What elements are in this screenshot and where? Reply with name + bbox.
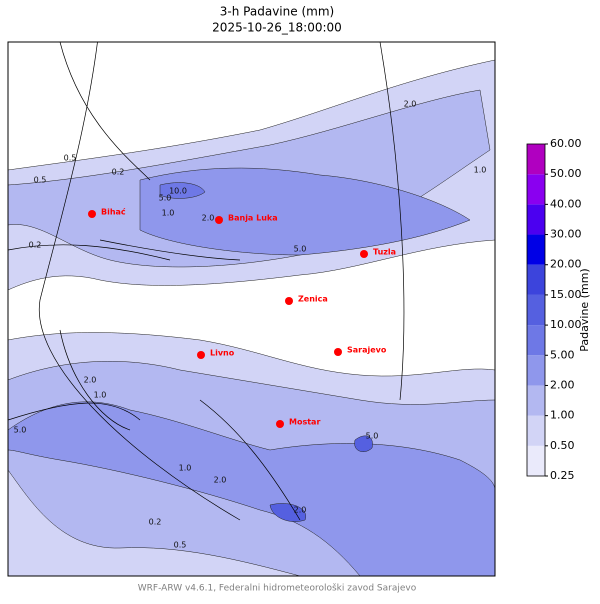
city-marker [88,210,96,218]
city-label: Zenica [298,295,328,304]
city-marker [197,351,205,359]
colorbar-segment [527,234,545,265]
colorbar-segment [527,204,545,235]
title: 3-h Padavine (mm) [220,5,334,19]
colorbar-segment [527,325,545,356]
contour-label: 0.2 [112,168,125,177]
colorbar-segment [527,174,545,205]
contour-label: 2.0 [294,506,307,515]
contour-label: 10.0 [169,187,187,196]
colorbar-segment [527,415,545,446]
colorbar-tick-label: 20.00 [550,258,582,271]
city-label: Bihać [101,207,126,217]
city-label: Livno [210,349,235,358]
city-label: Tuzla [373,248,396,257]
contour-label: 0.5 [64,154,77,163]
contour-label: 5.0 [14,426,27,435]
contour-label: 1.0 [162,209,175,218]
colorbar-segment [527,294,545,326]
contour-label: 1.0 [474,166,487,175]
colorbar-tick-label: 1.00 [550,409,575,422]
colorbar-tick-label: 2.00 [550,378,575,391]
colorbar-tick-label: 60.00 [550,137,582,150]
city-label: Mostar [289,418,320,427]
colorbar-segment [527,445,545,476]
colorbar-frame [526,143,546,477]
colorbar-segment [527,385,545,416]
area [139,167,471,256]
contour-label: 2.0 [404,100,417,109]
map-frame [7,41,496,577]
contour-label: 0.5 [174,541,187,550]
colorbar-tick-label: 15.00 [550,288,582,301]
city-marker [215,216,223,224]
precip [8,42,495,576]
city-marker [360,250,368,258]
colorbar-segment [527,144,545,175]
city-marker [276,420,284,428]
city-marker [334,348,342,356]
map: Bihać Banja Luka Tuzla Zenica Livno Sarajevo M… [7,41,496,577]
colorbar-segment [527,264,545,295]
contour-label: 5.0 [294,245,307,254]
contour-label: 0.5 [34,176,47,185]
footer: WRF-ARW v4.6.1, Federalni hidrometeorolo… [138,583,417,594]
contour-label: 2.0 [84,376,97,385]
border [8,42,405,521]
contour-label: 5.0 [159,194,172,203]
colorbar-tick-label: 30.00 [550,228,582,241]
colorbar-tick-label: 40.00 [550,197,582,210]
colorbar-segment [527,355,545,386]
city-marker [285,297,293,305]
city-label: Banja Luka [228,214,278,223]
area [269,503,306,522]
colorbar-tick-label: 5.00 [550,348,575,361]
contour-label: 1.0 [179,464,192,473]
contour-label: 5.0 [366,432,379,441]
colorbar-tick-label: 0.50 [550,439,575,452]
subtitle: 2025-10-26_18:00:00 [212,21,342,35]
colorbar-tick-label: 10.00 [550,318,582,331]
contour-label: 1.0 [94,391,107,400]
contour-label: 0.2 [149,518,162,527]
city-label: Sarajevo [347,346,387,355]
contour-label: 2.0 [214,476,227,485]
colorbar-label: Padavine (mm) [578,268,591,351]
colorbar-tick-label: 50.00 [550,167,582,180]
area [159,182,206,199]
contour-label: 2.0 [202,214,215,223]
area [8,401,495,576]
contour-label: 0.2 [29,241,42,250]
area [354,435,373,452]
colorbar-tick-label: 0.25 [550,469,575,482]
colorbar: 0.25 0.50 1.00 2.00 5.00 10.00 15.00 20.00 30.00… [526,137,582,482]
